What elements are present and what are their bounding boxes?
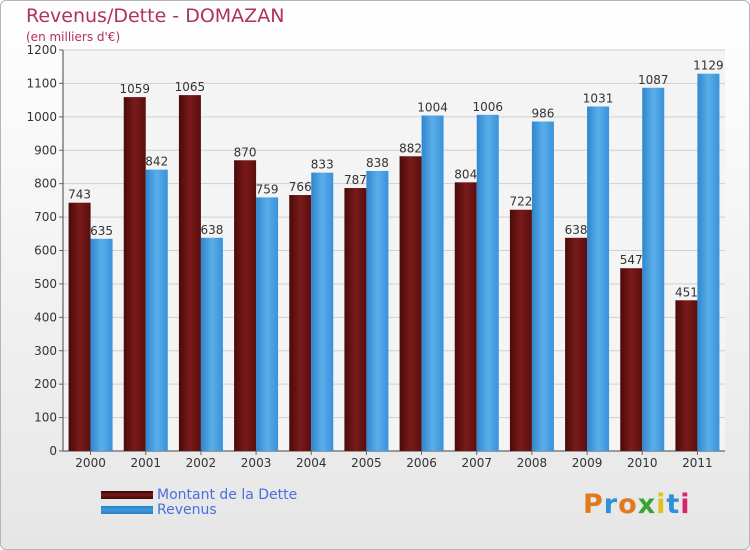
legend: Montant de la Dette Revenus bbox=[101, 486, 298, 518]
legend-swatch-dette bbox=[101, 490, 153, 499]
bar-dette bbox=[123, 97, 146, 452]
y-tick-label: 100 bbox=[34, 411, 57, 425]
bar-dette bbox=[620, 268, 643, 451]
x-tick-label: 2005 bbox=[351, 456, 382, 470]
x-tick-label: 2010 bbox=[627, 456, 658, 470]
legend-swatch-revenus bbox=[101, 505, 153, 514]
legend-item-dette: Montant de la Dette bbox=[101, 486, 298, 503]
data-label-dette: 870 bbox=[234, 145, 257, 159]
logo-letter: i bbox=[680, 489, 691, 520]
data-label-dette: 451 bbox=[675, 285, 698, 299]
bar-revenus bbox=[587, 106, 610, 451]
data-label-dette: 547 bbox=[620, 253, 643, 267]
bar-revenus bbox=[531, 121, 554, 452]
x-tick-label: 2004 bbox=[296, 456, 327, 470]
data-label-revenus: 1031 bbox=[583, 91, 614, 105]
bar-dette bbox=[565, 237, 588, 451]
bar-revenus bbox=[200, 237, 223, 451]
data-label-revenus: 1006 bbox=[472, 100, 503, 114]
bar-dette bbox=[289, 195, 312, 451]
data-label-dette: 1065 bbox=[175, 80, 206, 94]
y-tick-label: 1000 bbox=[26, 110, 57, 124]
logo-letter: t bbox=[666, 489, 681, 520]
bar-dette bbox=[509, 209, 532, 451]
x-tick-label: 2006 bbox=[406, 456, 437, 470]
logo-letter: r bbox=[603, 489, 619, 520]
data-label-revenus: 635 bbox=[90, 224, 113, 238]
x-tick-label: 2009 bbox=[572, 456, 603, 470]
data-label-dette: 638 bbox=[565, 223, 588, 237]
bar-dette bbox=[68, 202, 91, 451]
data-label-dette: 804 bbox=[454, 167, 477, 181]
bar-revenus bbox=[421, 115, 444, 451]
data-label-revenus: 1087 bbox=[638, 73, 669, 87]
data-label-dette: 882 bbox=[399, 141, 422, 155]
bar-dette bbox=[399, 156, 422, 451]
y-tick-label: 400 bbox=[34, 310, 57, 324]
data-label-dette: 766 bbox=[289, 180, 312, 194]
data-label-revenus: 833 bbox=[311, 158, 334, 172]
y-tick-label: 900 bbox=[34, 143, 57, 157]
data-label-revenus: 638 bbox=[200, 223, 223, 237]
logo-letter: i bbox=[656, 489, 667, 520]
bar-dette bbox=[454, 182, 477, 451]
y-tick-label: 1200 bbox=[26, 43, 57, 57]
bar-revenus bbox=[366, 170, 389, 452]
proxiti-logo: Proxiti bbox=[583, 489, 691, 520]
chart-title: Revenus/Dette - DOMAZAN bbox=[26, 5, 285, 27]
chart-subtitle: (en milliers d'€) bbox=[26, 30, 121, 44]
bar-dette bbox=[675, 300, 698, 451]
y-tick-label: 800 bbox=[34, 177, 57, 191]
x-tick-label: 2001 bbox=[130, 456, 161, 470]
data-label-dette: 1059 bbox=[119, 82, 150, 96]
bar-dette bbox=[344, 188, 367, 451]
x-tick-label: 2008 bbox=[517, 456, 548, 470]
y-tick-label: 0 bbox=[49, 444, 57, 458]
data-label-dette: 787 bbox=[344, 173, 367, 187]
logo-letter: x bbox=[637, 489, 657, 520]
legend-item-revenus: Revenus bbox=[101, 501, 297, 518]
x-tick-label: 2007 bbox=[461, 456, 492, 470]
data-label-revenus: 759 bbox=[256, 182, 279, 196]
y-tick-label: 600 bbox=[34, 244, 57, 258]
bar-revenus bbox=[90, 238, 113, 451]
bar-dette bbox=[178, 95, 201, 452]
x-tick-label: 2000 bbox=[75, 456, 106, 470]
y-tick-label: 200 bbox=[34, 377, 57, 391]
data-label-revenus: 1129 bbox=[693, 59, 724, 73]
y-tick-label: 500 bbox=[34, 277, 57, 291]
bar-revenus bbox=[256, 197, 279, 451]
legend-label-revenus: Revenus bbox=[157, 501, 217, 518]
data-label-revenus: 986 bbox=[531, 107, 554, 121]
bar-revenus bbox=[697, 73, 720, 451]
x-tick-label: 2011 bbox=[682, 456, 713, 470]
x-tick-label: 2002 bbox=[186, 456, 217, 470]
data-label-dette: 722 bbox=[509, 195, 532, 209]
logo-letter: P bbox=[583, 489, 604, 520]
bar-revenus bbox=[642, 87, 665, 451]
data-label-revenus: 838 bbox=[366, 156, 389, 170]
bar-revenus bbox=[476, 114, 499, 451]
bar-dette bbox=[234, 160, 257, 451]
y-tick-label: 700 bbox=[34, 210, 57, 224]
data-label-revenus: 842 bbox=[145, 155, 168, 169]
logo-letter: o bbox=[618, 489, 638, 520]
data-label-dette: 743 bbox=[68, 188, 91, 202]
bar-revenus bbox=[145, 169, 168, 452]
x-tick-label: 2003 bbox=[241, 456, 272, 470]
y-tick-label: 1100 bbox=[26, 76, 57, 90]
data-label-revenus: 1004 bbox=[417, 100, 448, 114]
bar-revenus bbox=[311, 172, 334, 451]
legend-label-dette: Montant de la Dette bbox=[157, 486, 298, 503]
y-tick-label: 300 bbox=[34, 344, 57, 358]
